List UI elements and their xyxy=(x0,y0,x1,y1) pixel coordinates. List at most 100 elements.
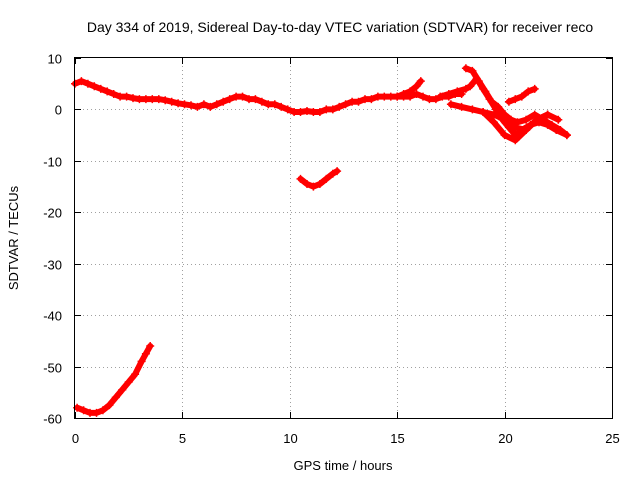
x-tick-label: 0 xyxy=(72,431,79,446)
chart-title: Day 334 of 2019, Sidereal Day-to-day VTE… xyxy=(87,19,593,35)
data-point xyxy=(554,115,563,124)
data-point xyxy=(562,131,571,140)
data-point xyxy=(436,92,445,101)
data-point xyxy=(522,115,531,124)
data-point xyxy=(328,105,337,114)
data-point xyxy=(315,108,324,116)
data-point xyxy=(543,110,552,119)
data-point xyxy=(90,82,99,91)
y-tick-label: -30 xyxy=(43,258,62,273)
series-late-short-arc xyxy=(504,84,539,106)
data-point xyxy=(137,357,146,366)
data-point xyxy=(500,131,509,140)
data-point xyxy=(393,92,402,101)
data-point xyxy=(412,82,421,91)
data-point xyxy=(131,370,140,379)
data-point xyxy=(328,169,337,178)
data-point xyxy=(522,126,531,134)
data-point xyxy=(487,97,496,106)
data-point xyxy=(111,393,120,402)
data-point xyxy=(511,136,520,145)
data-point xyxy=(129,94,137,103)
data-point xyxy=(103,87,112,96)
data-point xyxy=(238,92,247,101)
series-trace xyxy=(74,343,154,416)
data-point xyxy=(547,120,556,129)
data-point xyxy=(193,102,202,111)
data-point xyxy=(494,102,503,111)
y-tick-label: 10 xyxy=(48,52,62,67)
data-point xyxy=(468,66,477,75)
x-tick-label: 15 xyxy=(390,431,404,446)
data-point xyxy=(92,408,101,417)
data-point xyxy=(154,95,163,104)
x-tick-label: 10 xyxy=(283,431,297,446)
series-main-band xyxy=(71,77,466,116)
x-tick-label: 25 xyxy=(605,431,619,446)
data-point xyxy=(212,100,221,109)
data-point xyxy=(283,105,292,114)
data-point xyxy=(367,95,376,104)
series-late-branch-D xyxy=(479,108,563,145)
axis-ticks: 0 5 10 15 20 25 10 0 -10 -20 -30 -40 -50 -60 xyxy=(43,52,620,447)
data-point xyxy=(333,167,342,176)
grid xyxy=(75,58,612,418)
data-point xyxy=(146,342,155,350)
x-tick-label: 20 xyxy=(498,431,512,446)
data-point xyxy=(335,102,344,111)
data-point xyxy=(83,79,92,88)
y-tick-label: 0 xyxy=(55,103,62,118)
data-point xyxy=(453,87,462,96)
series-trace xyxy=(480,109,562,144)
data-point xyxy=(167,97,176,106)
y-axis-label: SDTVAR / TECUs xyxy=(6,185,21,290)
data-point xyxy=(556,126,565,134)
data-point xyxy=(296,174,305,183)
data-point xyxy=(354,97,363,106)
data-point xyxy=(303,180,311,188)
data-point xyxy=(419,92,427,101)
data-point xyxy=(98,406,107,415)
data-point xyxy=(96,84,105,93)
data-point xyxy=(277,102,286,111)
data-point xyxy=(109,90,118,98)
data-point xyxy=(141,349,150,358)
data-point xyxy=(174,99,183,108)
data-point xyxy=(468,105,477,114)
data-point xyxy=(500,115,509,124)
data-point xyxy=(77,77,86,86)
data-point xyxy=(530,84,539,93)
data-point xyxy=(412,90,421,98)
data-point xyxy=(124,378,133,386)
y-tick-label: -20 xyxy=(43,206,62,221)
data-point xyxy=(118,385,127,394)
x-axis-label: GPS time / hours xyxy=(294,458,393,473)
data-point xyxy=(225,95,234,104)
data-point xyxy=(446,100,455,109)
data-point xyxy=(474,77,483,86)
data-point xyxy=(399,90,408,98)
data-point xyxy=(530,110,539,119)
data-point xyxy=(296,108,305,116)
data-point xyxy=(479,108,488,116)
data-point xyxy=(251,95,260,104)
data-point xyxy=(315,180,324,188)
data-point xyxy=(461,64,470,73)
x-tick-label: 5 xyxy=(179,431,186,446)
data-point xyxy=(270,100,279,109)
data-point xyxy=(511,123,520,132)
data-point xyxy=(341,100,350,109)
data-point xyxy=(309,182,318,191)
data-point xyxy=(105,401,114,410)
data-point xyxy=(444,90,453,98)
data-point xyxy=(524,87,533,96)
data-point xyxy=(457,102,466,111)
data-point xyxy=(219,97,228,106)
data-point xyxy=(322,174,331,183)
data-point xyxy=(489,110,498,119)
series-low-arc xyxy=(73,342,155,417)
data-point xyxy=(481,87,490,96)
data-point xyxy=(303,107,311,115)
data-point xyxy=(511,95,520,104)
